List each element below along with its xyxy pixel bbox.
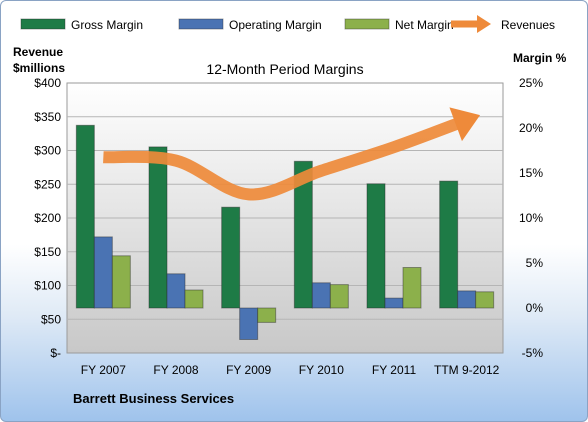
left-tick-label: $400 (34, 76, 61, 90)
left-axis-title-line2: $millions (13, 61, 65, 75)
x-tick-label: FY 2007 (81, 363, 126, 377)
legend-swatch (178, 18, 224, 30)
x-tick-label: FY 2010 (299, 363, 344, 377)
right-tick-label: 20% (519, 121, 543, 135)
bar-net-margin (111, 255, 131, 309)
bar-gross-margin (221, 206, 241, 309)
right-tick-label: 15% (519, 166, 543, 180)
right-axis-ticks: -5% 0% 5% 10% 15% 20% 25% (519, 76, 543, 360)
x-tick-label: TTM 9-2012 (434, 363, 500, 377)
revenue-line (103, 107, 481, 201)
legend-item-operating-margin: Operating Margin (178, 18, 322, 32)
company-name: Barrett Business Services (73, 391, 234, 406)
left-tick-label: $200 (34, 211, 61, 225)
bar-operating-margin (311, 282, 331, 309)
x-axis-ticks: FY 2007 FY 2008 FY 2009 FY 2010 FY 2011 TTM 9… (81, 363, 500, 377)
left-tick-label: $350 (34, 110, 61, 124)
left-axis-ticks: $- $50 $100 $150 $200 $250 $300 $350 $400 (34, 76, 61, 360)
bar-gross-margin (148, 146, 168, 309)
bar-operating-margin (93, 236, 113, 309)
legend-label: Operating Margin (229, 18, 322, 32)
right-tick-label: -5% (522, 346, 544, 360)
right-tick-label: 0% (526, 301, 544, 315)
bar-net-margin (402, 267, 422, 309)
legend-label: Net Margin (395, 18, 454, 32)
revenue-line-arrowhead (449, 107, 481, 142)
right-tick-label: 10% (519, 211, 543, 225)
revenue-line-path (103, 114, 469, 201)
legend-swatch-arrow (477, 15, 491, 33)
bar-operating-margin (384, 297, 404, 309)
bar-net-margin (475, 291, 495, 309)
legend-swatch (20, 18, 66, 30)
legend-label: Revenues (501, 18, 555, 32)
left-tick-label: $100 (34, 279, 61, 293)
left-tick-label: $- (50, 346, 61, 360)
bar-operating-margin (166, 273, 186, 309)
legend: Gross Margin Operating Margin Net Margin Re… (20, 15, 555, 33)
left-tick-label: $50 (41, 312, 61, 326)
x-tick-label: FY 2008 (153, 363, 198, 377)
bar-operating-margin (457, 290, 477, 309)
bar-gross-margin (293, 160, 313, 309)
legend-item-gross-margin: Gross Margin (20, 18, 143, 32)
bars (75, 124, 495, 340)
left-tick-label: $250 (34, 177, 61, 191)
legend-item-revenues: Revenues (451, 15, 555, 33)
bar-gross-margin (75, 124, 95, 309)
right-axis-title: Margin % (513, 51, 567, 65)
bar-gross-margin (366, 183, 386, 309)
x-tick-label: FY 2011 (372, 363, 417, 377)
left-axis-title-line1: Revenue (13, 45, 63, 59)
bar-net-margin (257, 307, 277, 323)
left-tick-label: $150 (34, 245, 61, 259)
bar-operating-margin (239, 307, 259, 340)
right-tick-label: 5% (526, 256, 544, 270)
bar-net-margin (184, 289, 204, 309)
legend-swatch (344, 18, 390, 30)
x-tick-label: FY 2009 (226, 363, 271, 377)
left-tick-label: $300 (34, 144, 61, 158)
legend-item-net-margin: Net Margin (344, 18, 454, 32)
right-tick-label: 25% (519, 76, 543, 90)
chart-title: 12-Month Period Margins (206, 61, 363, 77)
bar-net-margin (329, 284, 349, 309)
legend-label: Gross Margin (71, 18, 143, 32)
bar-gross-margin (439, 180, 459, 309)
